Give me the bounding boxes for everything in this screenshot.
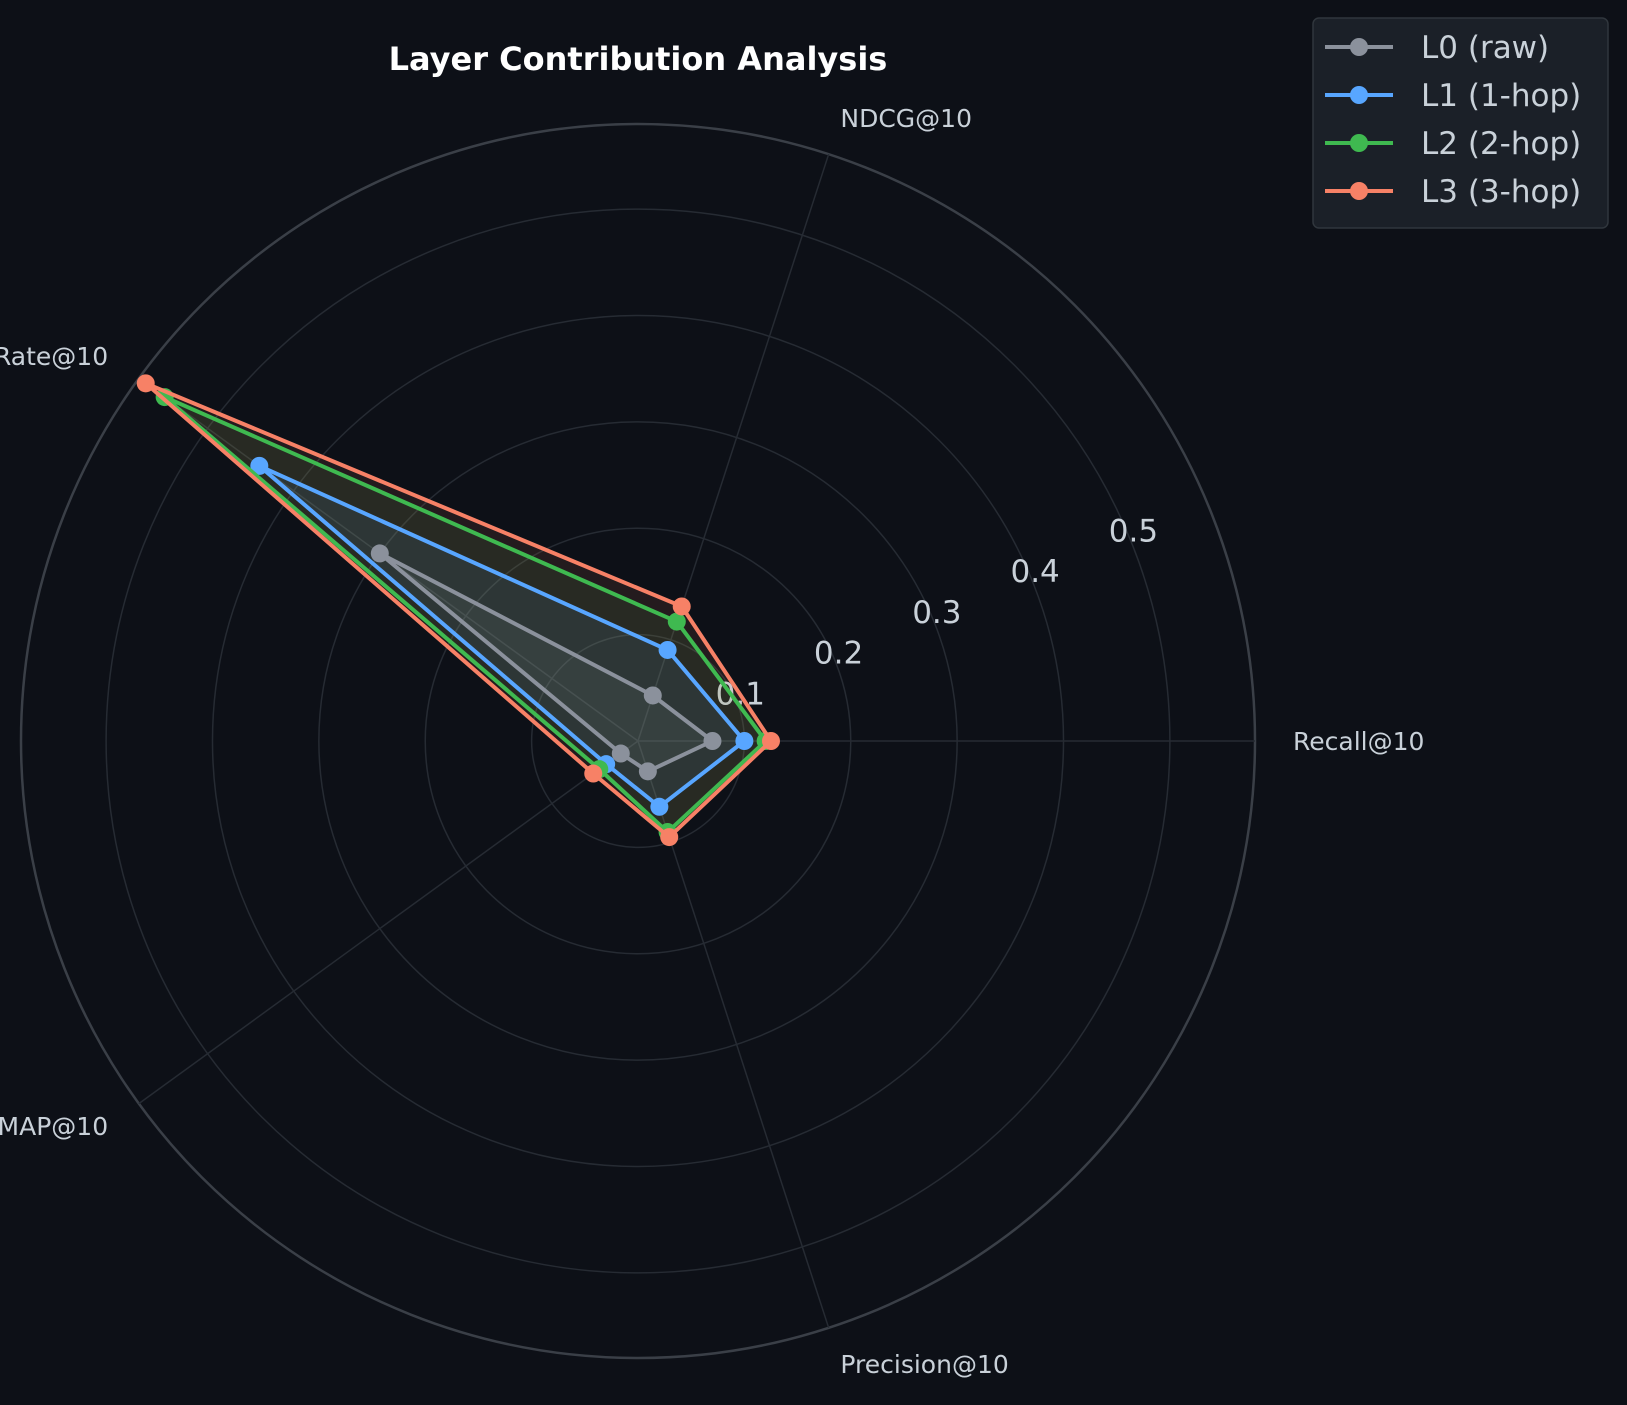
data-point	[584, 764, 603, 783]
series-line	[257, 463, 747, 809]
series-line	[162, 395, 768, 835]
radial-tick-label: 0.3	[912, 595, 961, 631]
axis-label: Precision@10	[840, 1350, 1008, 1379]
legend-marker	[1350, 38, 1368, 56]
data-point	[250, 456, 269, 475]
legend-label: L2 (2-hop)	[1421, 126, 1581, 162]
legend-marker	[1350, 134, 1368, 152]
data-point	[638, 762, 657, 781]
axis-label: Recall@10	[1293, 727, 1424, 756]
data-point	[672, 597, 691, 616]
series-line	[377, 551, 715, 774]
axis-spoke	[138, 740, 639, 1105]
series-fill	[164, 397, 766, 833]
legend-marker	[1350, 86, 1368, 104]
data-point	[643, 686, 662, 705]
radial-tick-label: 0.4	[1010, 554, 1059, 590]
data-point	[611, 744, 630, 763]
legend: L0 (raw) L1 (1-hop) L2 (2-hop) L3 (3-hop)	[1312, 17, 1609, 229]
axis-label: HitRate@10	[0, 342, 108, 371]
data-point	[703, 732, 722, 750]
data-point	[136, 374, 155, 393]
series-fill	[145, 383, 771, 838]
data-point	[667, 612, 686, 631]
radial-tick-label: 0.5	[1109, 513, 1158, 549]
chart-title: Layer Contribution Analysis	[389, 40, 888, 78]
polar-grid	[19, 122, 1257, 1360]
data-point	[761, 732, 780, 750]
series-fill	[379, 553, 713, 772]
data-point	[735, 732, 754, 750]
radial-tick-labels: 0.10.20.30.40.5	[716, 513, 1158, 712]
radial-tick-label: 0.2	[814, 636, 863, 672]
legend-label: L3 (3-hop)	[1421, 174, 1581, 210]
legend-label: L1 (1-hop)	[1421, 78, 1581, 114]
legend-marker	[1350, 182, 1368, 200]
axis-label: MAP@10	[0, 1112, 108, 1141]
axis-label: NDCG@10	[840, 104, 972, 133]
data-point	[650, 797, 669, 816]
series-line	[143, 381, 773, 840]
axis-labels: Recall@10 NDCG@10 HitRate@10 MAP@10 Precisio…	[0, 104, 1424, 1379]
data-point	[370, 544, 389, 563]
data-point	[660, 828, 679, 847]
data-point	[658, 640, 677, 659]
legend-box	[1312, 17, 1609, 229]
legend-label: L0 (raw)	[1421, 30, 1549, 66]
series-layer	[136, 374, 780, 847]
